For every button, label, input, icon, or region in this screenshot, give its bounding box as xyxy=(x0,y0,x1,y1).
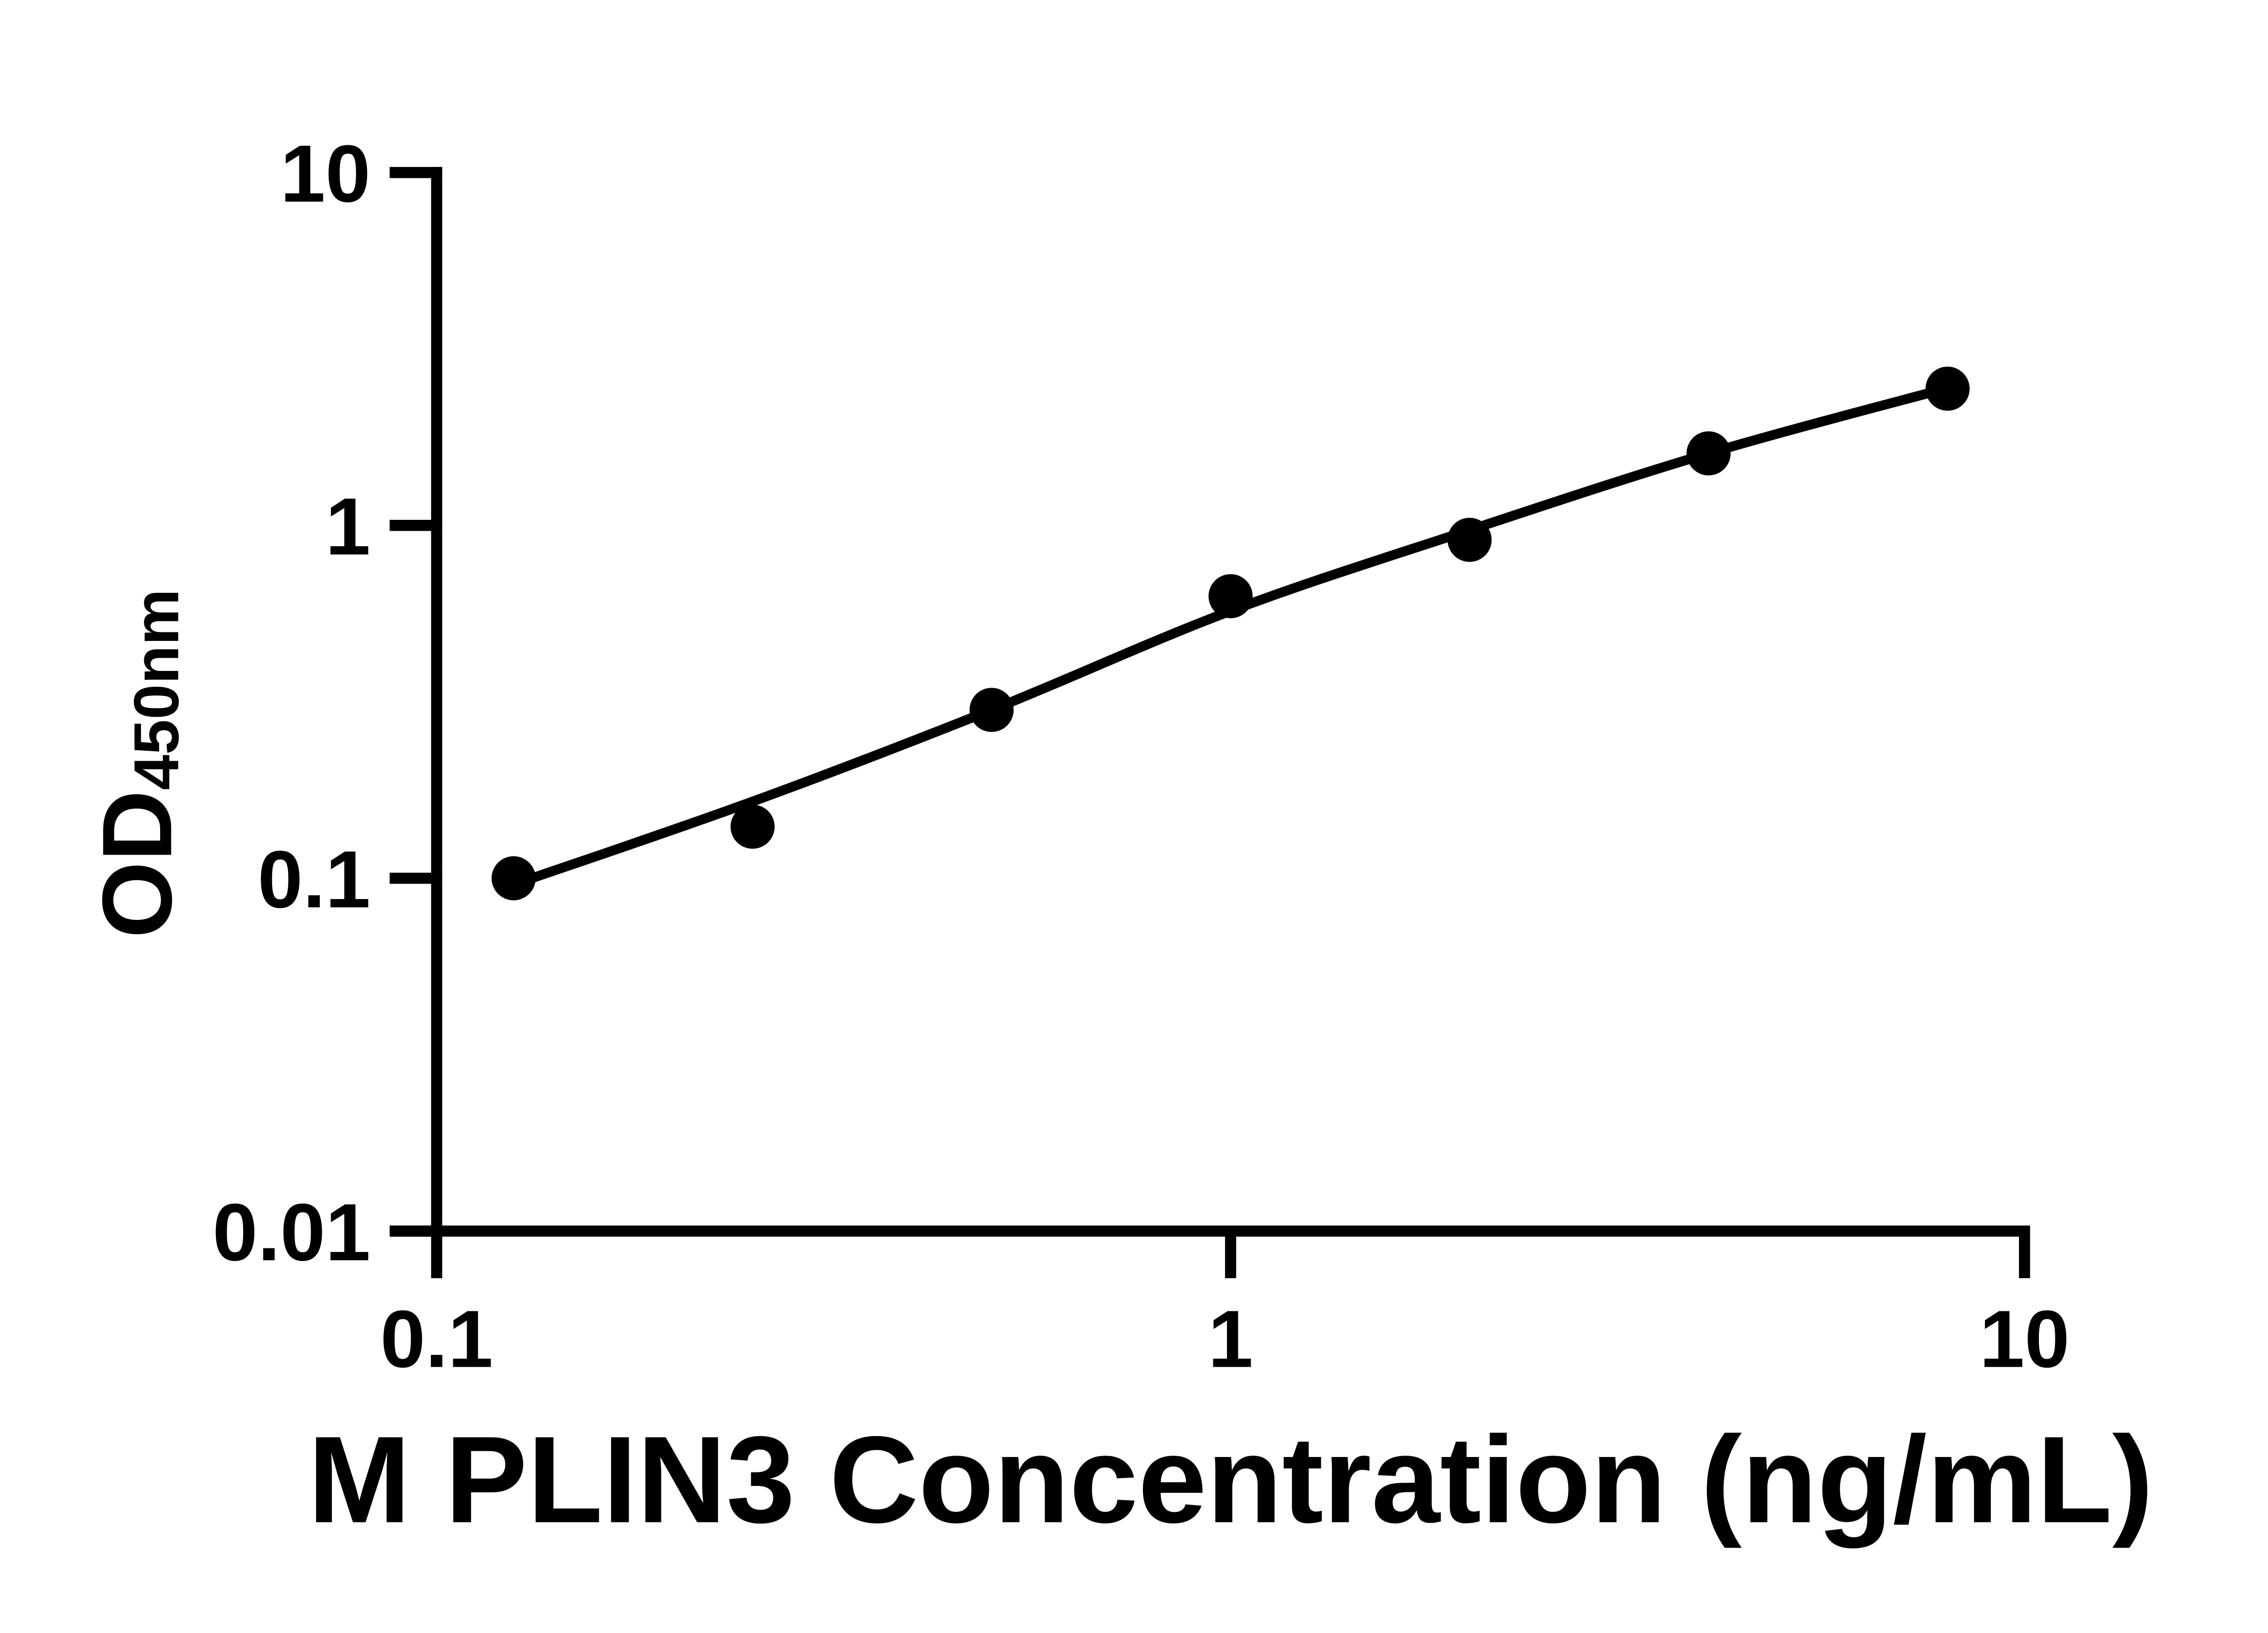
data-point xyxy=(1447,518,1492,562)
data-point xyxy=(1686,431,1731,476)
y-axis-title: OD450nm xyxy=(82,589,192,938)
fit-curve xyxy=(512,383,1949,890)
y-tick-label-10: 10 xyxy=(280,128,371,219)
data-points-layer xyxy=(491,367,1970,900)
x-tick-label-0.1: 0.1 xyxy=(380,1294,493,1384)
x-axis-title: M PLIN3 Concentration (ng/mL) xyxy=(308,1411,2154,1550)
y-axis-title-sub: 450nm xyxy=(121,589,192,790)
fit-curve-layer xyxy=(512,383,1949,890)
y-axis-title-main: OD xyxy=(82,790,192,939)
data-point xyxy=(969,688,1014,732)
axes xyxy=(390,167,2030,1237)
x-tick-label-10: 10 xyxy=(1980,1294,2070,1384)
axis-ticks xyxy=(390,167,2030,1278)
data-point xyxy=(491,856,536,900)
data-point xyxy=(730,804,775,849)
y-tick-label-1: 1 xyxy=(325,481,371,572)
y-tick-label-0.1: 0.1 xyxy=(258,834,371,924)
y-tick-label-0.01: 0.01 xyxy=(213,1187,371,1277)
x-tick-label-1: 1 xyxy=(1208,1294,1253,1384)
data-point xyxy=(1208,574,1253,618)
data-point xyxy=(1926,367,1970,411)
